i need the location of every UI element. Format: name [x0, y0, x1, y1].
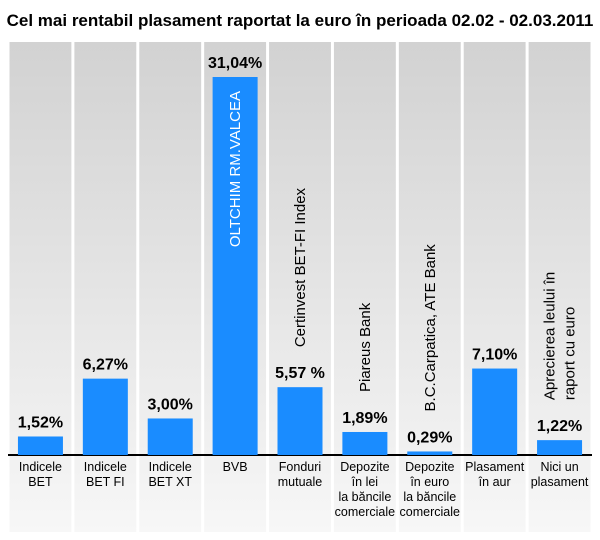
bar-annotation: Certinvest BET-FI Index — [292, 187, 309, 347]
value-label: 1,22% — [537, 418, 582, 435]
bar — [537, 440, 583, 455]
category-labels: Indicele BET Indicele BET FI Indicele BET XT B… — [19, 460, 589, 519]
column-panel — [528, 42, 591, 532]
column-panel — [74, 42, 137, 532]
value-label: 7,10% — [472, 347, 517, 364]
category-label: Indicele BET FI — [84, 460, 127, 489]
value-label: 1,89% — [342, 410, 387, 427]
bar-annotation: raport cu euro — [562, 307, 579, 400]
value-label: 0,29% — [407, 429, 452, 446]
column-panel — [398, 42, 461, 532]
bar — [342, 431, 388, 455]
category-label: Nici un plasament — [531, 460, 589, 489]
column-panel — [333, 42, 396, 532]
chart-title: Cel mai rentabil plasament raportat la e… — [7, 11, 594, 30]
bar-annotations: OLTCHIM RM.VALCEA Certinvest BET-FI Index… — [227, 91, 578, 411]
column-panel — [139, 42, 202, 532]
category-label: Plasament în aur — [465, 460, 525, 489]
bar — [212, 77, 258, 455]
bar — [147, 418, 193, 455]
category-label: Depozite în lei la băncile comerciale — [335, 460, 395, 519]
value-labels: 1,52% 6,27% 3,00% 31,04% 5,57 % 1,89% 0,29% 7,1… — [18, 55, 582, 446]
column-panel — [9, 42, 72, 532]
category-label: Depozite în euro la băncile comerciale — [400, 460, 460, 519]
bar-annotation: B.C.Carpatica, ATE Bank — [422, 244, 439, 412]
value-label: 31,04% — [208, 55, 262, 72]
bar — [17, 436, 63, 455]
bar-annotation: OLTCHIM RM.VALCEA — [227, 91, 244, 247]
category-label: Indicele BET — [19, 460, 62, 489]
category-label: Fonduri mutuale — [278, 460, 323, 489]
bar-annotation: Piareus Bank — [357, 302, 374, 392]
category-label: Indicele BET XT — [148, 460, 192, 489]
bar-annotation: Aprecierea leului în — [542, 272, 559, 400]
value-label: 6,27% — [83, 357, 128, 374]
category-label: BVB — [223, 460, 248, 474]
bar — [82, 378, 128, 455]
bar — [277, 387, 323, 455]
column-panel — [463, 42, 526, 532]
value-label: 5,57 % — [275, 365, 325, 382]
bars — [17, 77, 583, 455]
value-label: 1,52% — [18, 414, 63, 431]
bar — [407, 451, 453, 455]
value-label: 3,00% — [148, 396, 193, 413]
bar — [472, 368, 518, 455]
